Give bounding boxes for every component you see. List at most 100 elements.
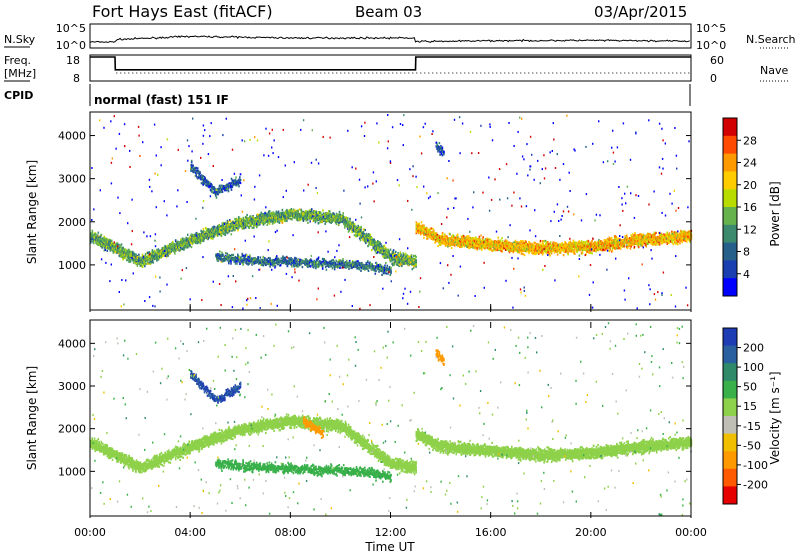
data-cell bbox=[223, 224, 225, 227]
data-cell bbox=[429, 232, 431, 235]
data-cell bbox=[294, 216, 296, 219]
data-cell bbox=[476, 244, 478, 248]
data-cell bbox=[250, 215, 252, 218]
data-cell bbox=[415, 255, 417, 259]
data-cell bbox=[474, 236, 477, 239]
data-cell bbox=[295, 212, 298, 215]
data-cell bbox=[174, 240, 177, 243]
data-cell bbox=[144, 253, 147, 256]
data-cell bbox=[201, 237, 203, 240]
data-cell bbox=[482, 236, 484, 239]
data-cell bbox=[477, 245, 480, 248]
data-cell bbox=[415, 259, 417, 262]
data-cell bbox=[428, 235, 430, 238]
nsky-label: N.Sky bbox=[4, 33, 36, 46]
data-cell bbox=[224, 221, 227, 224]
data-cell bbox=[111, 242, 113, 245]
data-cell bbox=[322, 212, 325, 215]
data-cell bbox=[119, 248, 121, 252]
data-cell bbox=[271, 213, 274, 216]
data-cell bbox=[223, 226, 226, 229]
data-cell bbox=[91, 232, 94, 235]
data-cell bbox=[163, 246, 166, 249]
data-cell bbox=[456, 233, 459, 236]
data-cell bbox=[355, 225, 357, 228]
freq-label: Freq. bbox=[4, 54, 31, 67]
data-cell bbox=[444, 238, 447, 241]
data-cell bbox=[281, 220, 284, 223]
data-cell bbox=[355, 234, 357, 237]
data-cell bbox=[280, 213, 283, 217]
data-cell bbox=[189, 243, 191, 246]
data-cell bbox=[286, 216, 289, 219]
data-cell bbox=[441, 231, 444, 235]
data-cell bbox=[450, 237, 452, 240]
data-cell bbox=[426, 227, 428, 230]
data-cell bbox=[359, 239, 362, 242]
data-cell bbox=[501, 240, 504, 243]
data-cell bbox=[441, 236, 444, 239]
data-cell bbox=[283, 215, 286, 218]
data-cell bbox=[291, 218, 293, 221]
data-cell bbox=[268, 210, 271, 213]
data-cell bbox=[137, 262, 139, 265]
data-cell bbox=[190, 246, 193, 249]
data-cell bbox=[221, 224, 224, 227]
data-cell bbox=[105, 237, 107, 240]
data-cell bbox=[414, 257, 417, 260]
freq-panel: 18 8 60 0 bbox=[66, 54, 724, 85]
data-cell bbox=[359, 229, 362, 232]
data-cell bbox=[411, 268, 414, 271]
data-cell bbox=[474, 247, 476, 250]
data-cell bbox=[438, 243, 441, 246]
data-cell bbox=[347, 220, 350, 224]
data-cell bbox=[183, 240, 185, 243]
data-cell bbox=[147, 251, 149, 254]
data-cell bbox=[256, 218, 258, 221]
data-cell bbox=[422, 232, 424, 235]
data-cell bbox=[177, 247, 180, 250]
data-cell bbox=[425, 233, 427, 236]
data-cell bbox=[291, 209, 293, 212]
data-cell bbox=[309, 209, 311, 212]
data-cell bbox=[379, 251, 381, 254]
data-cell bbox=[260, 211, 263, 214]
data-cell bbox=[129, 260, 132, 263]
data-cell bbox=[377, 241, 379, 245]
data-cell bbox=[121, 254, 124, 257]
data-cell bbox=[246, 213, 248, 217]
data-cell bbox=[108, 245, 111, 248]
data-cell bbox=[244, 226, 247, 229]
data-cell bbox=[181, 237, 184, 240]
data-cell bbox=[245, 224, 248, 227]
noise-trace bbox=[89, 35, 690, 43]
data-cell bbox=[420, 233, 422, 236]
data-cell bbox=[323, 217, 326, 220]
data-cell bbox=[352, 221, 354, 224]
data-cell bbox=[356, 226, 359, 229]
data-cell bbox=[302, 219, 305, 222]
data-cell bbox=[262, 221, 265, 224]
data-cell bbox=[168, 246, 170, 249]
data-cell bbox=[277, 217, 280, 220]
data-cell bbox=[365, 241, 367, 244]
data-cell bbox=[198, 233, 201, 236]
data-cell bbox=[157, 258, 160, 261]
data-cell bbox=[402, 255, 405, 258]
data-cell bbox=[282, 215, 284, 218]
data-cell bbox=[214, 226, 216, 229]
data-cell bbox=[273, 216, 275, 219]
data-cell bbox=[422, 230, 424, 234]
data-cell bbox=[415, 221, 418, 224]
data-cell bbox=[214, 234, 216, 237]
data-cell bbox=[273, 214, 275, 217]
data-cell bbox=[277, 210, 280, 213]
data-cell bbox=[328, 210, 331, 213]
data-cell bbox=[423, 224, 425, 227]
data-cell bbox=[271, 222, 274, 225]
data-cell bbox=[430, 237, 433, 240]
data-cell bbox=[128, 257, 130, 260]
data-cell bbox=[107, 238, 109, 241]
data-cell bbox=[313, 211, 315, 214]
data-cell bbox=[486, 237, 488, 240]
